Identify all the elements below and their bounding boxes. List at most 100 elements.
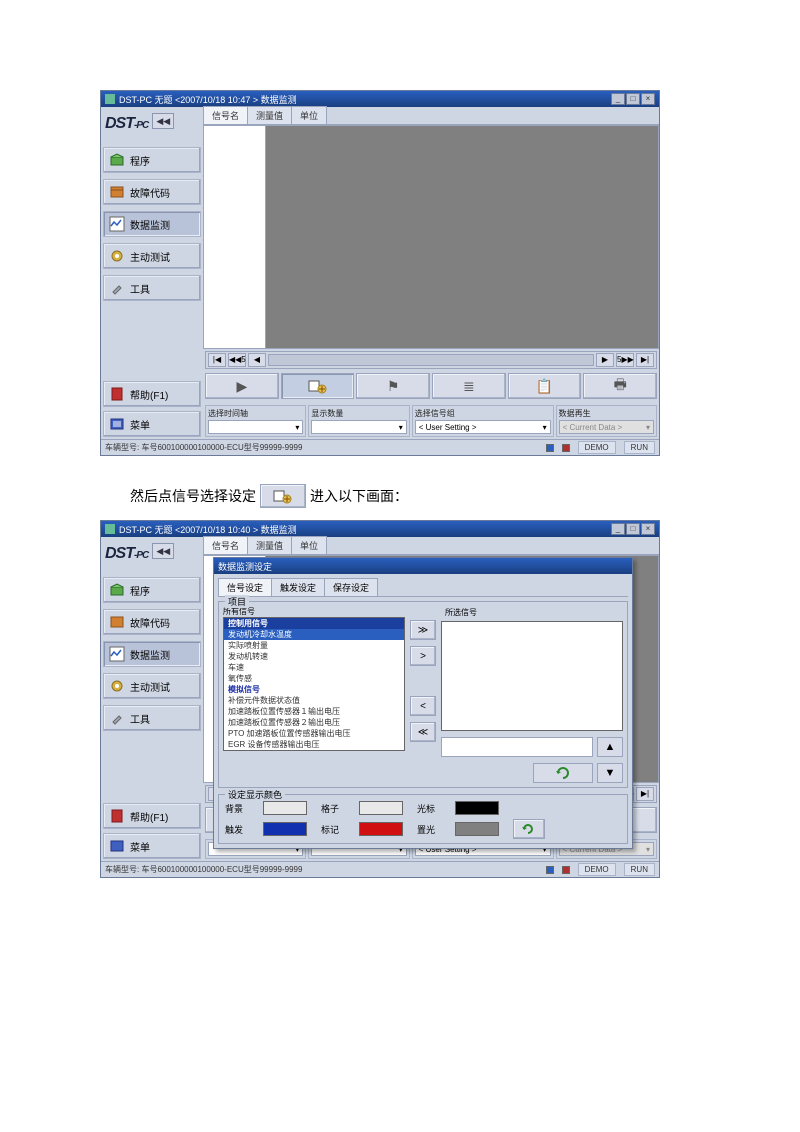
close-button[interactable]: × (641, 523, 655, 535)
tab-measure[interactable]: 测量值 (247, 106, 292, 124)
remove-button[interactable]: < (410, 696, 436, 716)
nav-tools[interactable]: 工具 (103, 275, 201, 301)
tl-last[interactable]: ▶| (636, 353, 654, 367)
nav-label: 故障代码 (130, 185, 170, 200)
time-axis-select[interactable]: ▾ (208, 420, 303, 434)
maximize-button[interactable]: □ (626, 523, 640, 535)
swatch-grid[interactable] (359, 801, 403, 815)
tl-next5[interactable]: 5▶▶ (616, 353, 634, 367)
list-item[interactable]: 加速踏板位置传感器１输出电压 (224, 706, 404, 717)
play-icon: ▶ (236, 378, 247, 395)
signal-group-select[interactable]: < User Setting >▾ (415, 420, 551, 434)
reset-colors-button[interactable] (513, 819, 545, 839)
menu-button[interactable]: 菜单 (103, 411, 201, 437)
list-item[interactable]: 补偿元件数据状态值 (224, 695, 404, 706)
tl-prev5[interactable]: ◀◀5 (228, 353, 246, 367)
add-all-button[interactable]: ≫ (410, 620, 436, 640)
menu-label: 菜单 (130, 417, 150, 432)
list-item[interactable]: 车速 (224, 662, 404, 673)
minimize-button[interactable]: _ (611, 523, 625, 535)
remove-all-button[interactable]: ≪ (410, 722, 436, 742)
list-item[interactable]: PTO 加速踏板位置传感器输出电压 (224, 728, 404, 739)
tl-next[interactable]: ▶ (596, 353, 614, 367)
chart-canvas (265, 125, 659, 349)
chart-icon (108, 645, 126, 663)
tab-signal-name[interactable]: 信号名 (203, 536, 248, 554)
tab-unit[interactable]: 单位 (291, 106, 327, 124)
swatch-highlight[interactable] (455, 822, 499, 836)
status-run: RUN (624, 441, 655, 454)
list-item[interactable]: 氧传感 (224, 673, 404, 684)
nav-program[interactable]: 程序 (103, 147, 201, 173)
move-down-button[interactable]: ▼ (597, 763, 623, 783)
signal-select-button[interactable] (281, 373, 355, 399)
box-icon (108, 581, 126, 599)
tab-measure[interactable]: 测量值 (247, 536, 292, 554)
color-label: 标记 (321, 823, 351, 836)
play-button[interactable]: ▶ (205, 373, 279, 399)
swatch-cursor[interactable] (455, 801, 499, 815)
collapse-button[interactable]: ◀◀ (152, 113, 174, 129)
data-replay-select[interactable]: < Current Data >▾ (559, 420, 654, 434)
app-window-2: DST-PC 无题 <2007/10/18 10:40 > 数据监测 _ □ ×… (100, 520, 660, 878)
tab-unit[interactable]: 单位 (291, 536, 327, 554)
add-button[interactable]: > (410, 646, 436, 666)
all-signals-list[interactable]: 控制用信号 发动机冷却水温度 实际喷射量 发动机转速 车速 氧传感 模拟信号 补… (223, 617, 405, 751)
nav-monitor[interactable]: 数据监测 (103, 211, 201, 237)
list-button[interactable]: ≣ (432, 373, 506, 399)
list-item[interactable]: 模拟信号 (224, 684, 404, 695)
close-button[interactable]: × (641, 93, 655, 105)
list-item[interactable]: 加速踏板位置传感器２输出电压 (224, 717, 404, 728)
flag-button[interactable]: ⚑ (356, 373, 430, 399)
maximize-button[interactable]: □ (626, 93, 640, 105)
nav-tools[interactable]: 工具 (103, 705, 201, 731)
status-demo: DEMO (578, 441, 616, 454)
print-button[interactable]: 🖶 (583, 373, 657, 399)
nav-fault[interactable]: 故障代码 (103, 179, 201, 205)
selected-signals-list[interactable] (441, 621, 623, 731)
minimize-button[interactable]: _ (611, 93, 625, 105)
tl-prev[interactable]: ◀ (248, 353, 266, 367)
color-label: 格子 (321, 802, 351, 815)
move-up-button[interactable]: ▲ (597, 737, 623, 757)
list-item[interactable]: 发动机冷却水温度 (224, 629, 404, 640)
tl-track[interactable] (268, 354, 594, 366)
nav-monitor[interactable]: 数据监测 (103, 641, 201, 667)
refresh-button[interactable] (533, 763, 593, 783)
statusbar: 车辆型号: 车号600100000100000-ECU型号99999-9999 … (101, 861, 659, 877)
ctrl-data-replay: 数据再生 < Current Data >▾ (556, 405, 657, 437)
tab-signal-name[interactable]: 信号名 (203, 106, 248, 124)
collapse-button[interactable]: ◀◀ (152, 543, 174, 559)
clip-button[interactable]: 📋 (508, 373, 582, 399)
indicator-blue (546, 444, 554, 452)
titlebar: DST-PC 无题 <2007/10/18 10:40 > 数据监测 _ □ × (101, 521, 659, 537)
swatch-mark[interactable] (359, 822, 403, 836)
nav-label: 工具 (130, 711, 150, 726)
preview-field[interactable] (441, 737, 593, 757)
help-button[interactable]: 帮助(F1) (103, 381, 201, 407)
dlg-tab-save[interactable]: 保存设定 (324, 578, 378, 596)
dlg-tab-trigger[interactable]: 触发设定 (271, 578, 325, 596)
list-item[interactable]: EGR 设备传感器输出电压 (224, 739, 404, 750)
swatch-trigger[interactable] (263, 822, 307, 836)
settings-dialog: 数据监测设定 信号设定 触发设定 保存设定 项目 所有信号 控制用信号 发动机冷… (213, 557, 633, 849)
help-button[interactable]: 帮助(F1) (103, 803, 201, 829)
nav-active-test[interactable]: 主动测试 (103, 243, 201, 269)
nav-active-test[interactable]: 主动测试 (103, 673, 201, 699)
list-item[interactable]: 控制用信号 (224, 618, 404, 629)
nav-fault[interactable]: 故障代码 (103, 609, 201, 635)
list-item[interactable]: 进气歧管压力传感器输出电压 (224, 750, 404, 751)
display-qty-select[interactable]: ▾ (311, 420, 406, 434)
tl-first[interactable]: |◀ (208, 353, 226, 367)
menu-icon (108, 415, 126, 433)
gear-icon (108, 247, 126, 265)
dlg-tab-signal[interactable]: 信号设定 (218, 578, 272, 596)
nav-label: 数据监测 (130, 647, 170, 662)
swatch-bg[interactable] (263, 801, 307, 815)
list-item[interactable]: 发动机转速 (224, 651, 404, 662)
nav-program[interactable]: 程序 (103, 577, 201, 603)
tl-last[interactable]: ▶| (636, 787, 654, 801)
list-item[interactable]: 实际喷射量 (224, 640, 404, 651)
menu-button[interactable]: 菜单 (103, 833, 201, 859)
wrench-icon (108, 279, 126, 297)
